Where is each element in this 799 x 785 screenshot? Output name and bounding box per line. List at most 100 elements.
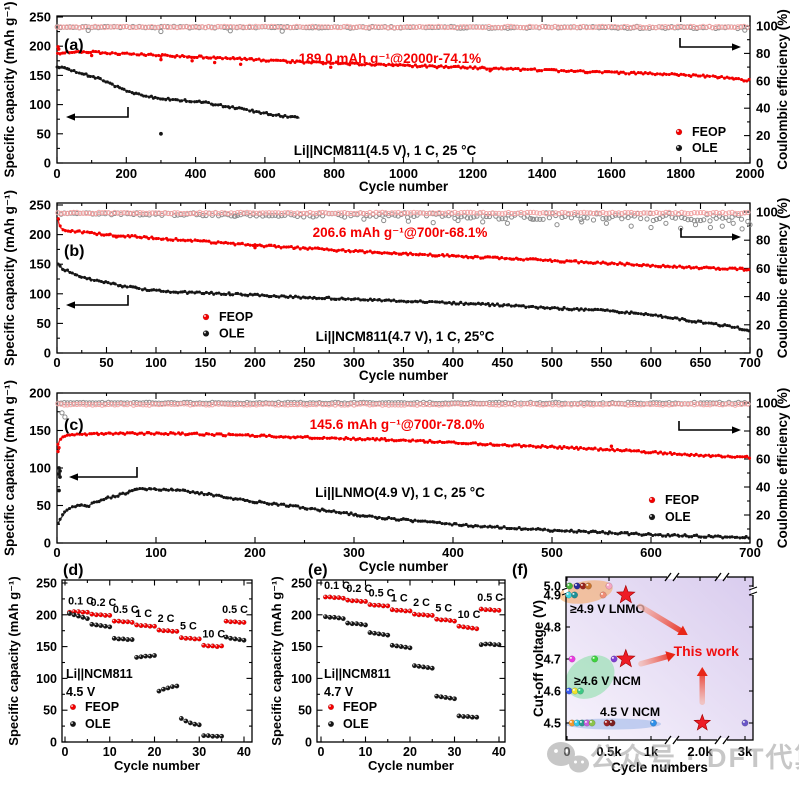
axis-pointer-arrows-b <box>66 228 741 309</box>
coulombic-efficiency-series-b <box>55 209 753 232</box>
x-axis-title-e: Cycle number <box>368 758 454 773</box>
literature-points-ncm45 <box>568 719 749 727</box>
legend-label-ole-c: OLE <box>665 510 691 524</box>
svg-text:250: 250 <box>36 577 57 591</box>
svg-text:5.0: 5.0 <box>544 580 561 594</box>
svg-text:60: 60 <box>756 452 770 467</box>
svg-text:4.8: 4.8 <box>544 621 561 635</box>
svg-text:100: 100 <box>36 672 57 686</box>
svg-text:10 C: 10 C <box>458 609 481 621</box>
svg-text:250: 250 <box>29 10 51 25</box>
y-axis-title-right-a: Coulombic efficiency (%) <box>775 9 790 170</box>
y-axis-left-c: 0 50 100 150 200 <box>29 386 63 551</box>
watermark-text: 公众号 · DFT代算 <box>590 742 799 773</box>
legend-label-ole-a: OLE <box>692 141 718 155</box>
svg-text:1000: 1000 <box>389 166 418 181</box>
this-work-stars <box>615 584 712 731</box>
legend-b: FEOP OLE <box>202 310 253 341</box>
svg-text:100: 100 <box>756 396 778 411</box>
svg-text:20: 20 <box>148 745 162 759</box>
svg-text:600: 600 <box>640 545 662 560</box>
svg-text:60: 60 <box>756 261 770 276</box>
retention-annotation-a: 189.0 mAh g⁻¹@2000r-74.1% <box>299 51 481 66</box>
x-axis-title-f: Cycle numbers <box>611 760 708 775</box>
svg-text:0: 0 <box>50 736 57 750</box>
svg-text:4.6: 4.6 <box>544 685 561 699</box>
legend-label-feop-d: FEOP <box>85 700 119 714</box>
svg-text:0.5k: 0.5k <box>596 744 622 759</box>
cell-condition-d-line1: Li||NCM811 <box>66 667 133 681</box>
panel-c: 0 100 200 300 400 500 600 700050100150200020406… <box>2 380 790 574</box>
y-axis-left-a: 0 50 100 150 200 250 <box>29 10 63 171</box>
y-axis-title-right-c: Coulombic efficiency (%) <box>775 388 790 549</box>
cell-condition-e-line1: Li||NCM811 <box>324 667 391 681</box>
svg-text:300: 300 <box>343 355 365 370</box>
watermark: 公众号 · DFT代算 <box>547 742 799 773</box>
svg-text:450: 450 <box>492 355 514 370</box>
y-axis-title-right-b: Coulombic efficiency (%) <box>775 198 790 359</box>
y-axis-title-left-a: Specific capacity (mAh g⁻¹) <box>2 2 17 178</box>
feop-rate-series-e <box>322 594 502 632</box>
svg-text:50: 50 <box>99 355 113 370</box>
cell-condition-c: Li||LNMO(4.9 V), 1 C, 25 °C <box>315 485 485 500</box>
svg-text:50: 50 <box>37 126 51 141</box>
svg-text:550: 550 <box>591 355 613 370</box>
svg-text:30: 30 <box>192 745 206 759</box>
y-axis-title-left-c: Specific capacity (mAh g⁻¹) <box>2 380 17 556</box>
svg-text:250: 250 <box>29 198 51 213</box>
literature-points-ncm46 <box>565 655 618 695</box>
svg-text:100: 100 <box>145 355 167 370</box>
svg-text:350: 350 <box>393 355 415 370</box>
svg-text:200: 200 <box>244 545 266 560</box>
plot-frame-d <box>61 579 253 743</box>
svg-text:250: 250 <box>291 577 312 591</box>
svg-text:100: 100 <box>29 97 51 112</box>
svg-text:50: 50 <box>37 316 51 331</box>
svg-text:20: 20 <box>756 317 770 332</box>
y-axis-title-d: Specific capacity (mAh g⁻¹) <box>6 576 21 745</box>
wechat-icon <box>547 742 589 773</box>
x-axis-title-b: Cycle number <box>359 368 449 383</box>
svg-text:0.5 C: 0.5 C <box>369 588 395 600</box>
svg-text:20: 20 <box>756 508 770 523</box>
wechat-bubble-large <box>547 742 575 766</box>
svg-text:80: 80 <box>756 233 770 248</box>
panel-label-d: (d) <box>63 562 83 579</box>
svg-text:80: 80 <box>756 46 770 61</box>
panel-d: 0 10 20 30 40 0 50 100 150 200 250 Cycle number Spec… <box>6 562 253 773</box>
svg-text:5 C: 5 C <box>435 602 452 614</box>
this-work-label: This work <box>674 643 740 659</box>
group-label-ncm45: 4.5 V NCM <box>600 705 660 719</box>
ole-rate-series-d <box>66 610 247 739</box>
this-work-arrow-0 <box>637 603 683 634</box>
x-axis-title-a: Cycle number <box>359 179 449 194</box>
svg-text:60: 60 <box>756 73 770 88</box>
svg-text:40: 40 <box>237 745 251 759</box>
svg-text:200: 200 <box>291 608 312 622</box>
group-label-lnmo49: ≥4.9 V LNMO <box>570 602 646 616</box>
svg-text:100: 100 <box>145 545 167 560</box>
svg-text:0.2 C: 0.2 C <box>346 583 372 595</box>
panel-label-a: (a) <box>64 37 84 54</box>
svg-text:1 C: 1 C <box>135 608 152 620</box>
panel-label-f: (f) <box>512 562 528 579</box>
svg-text:2000: 2000 <box>736 166 765 181</box>
svg-text:200: 200 <box>29 227 51 242</box>
retention-annotation-b: 206.6 mAh g⁻¹@700r-68.1% <box>313 225 488 240</box>
svg-text:200: 200 <box>244 355 266 370</box>
svg-text:100: 100 <box>756 19 778 34</box>
feop-capacity-series-c <box>56 430 752 460</box>
svg-text:0: 0 <box>53 545 60 560</box>
svg-text:300: 300 <box>343 545 365 560</box>
charts-layer: 0 200 400 600 800 1000 1200 1400 1600 1800 2000050… <box>2 2 790 775</box>
svg-text:200: 200 <box>115 166 137 181</box>
axis-pointer-arrows-a <box>66 38 741 121</box>
group-ellipse-ncm46 <box>565 655 615 699</box>
panel-a: 0 200 400 600 800 1000 1200 1400 1600 1800 2000050… <box>2 2 790 194</box>
svg-text:150: 150 <box>29 257 51 272</box>
svg-text:150: 150 <box>29 68 51 83</box>
svg-text:5 C: 5 C <box>180 621 197 633</box>
svg-text:0.5 C: 0.5 C <box>477 592 503 604</box>
wechat-bubble-small <box>569 755 589 773</box>
